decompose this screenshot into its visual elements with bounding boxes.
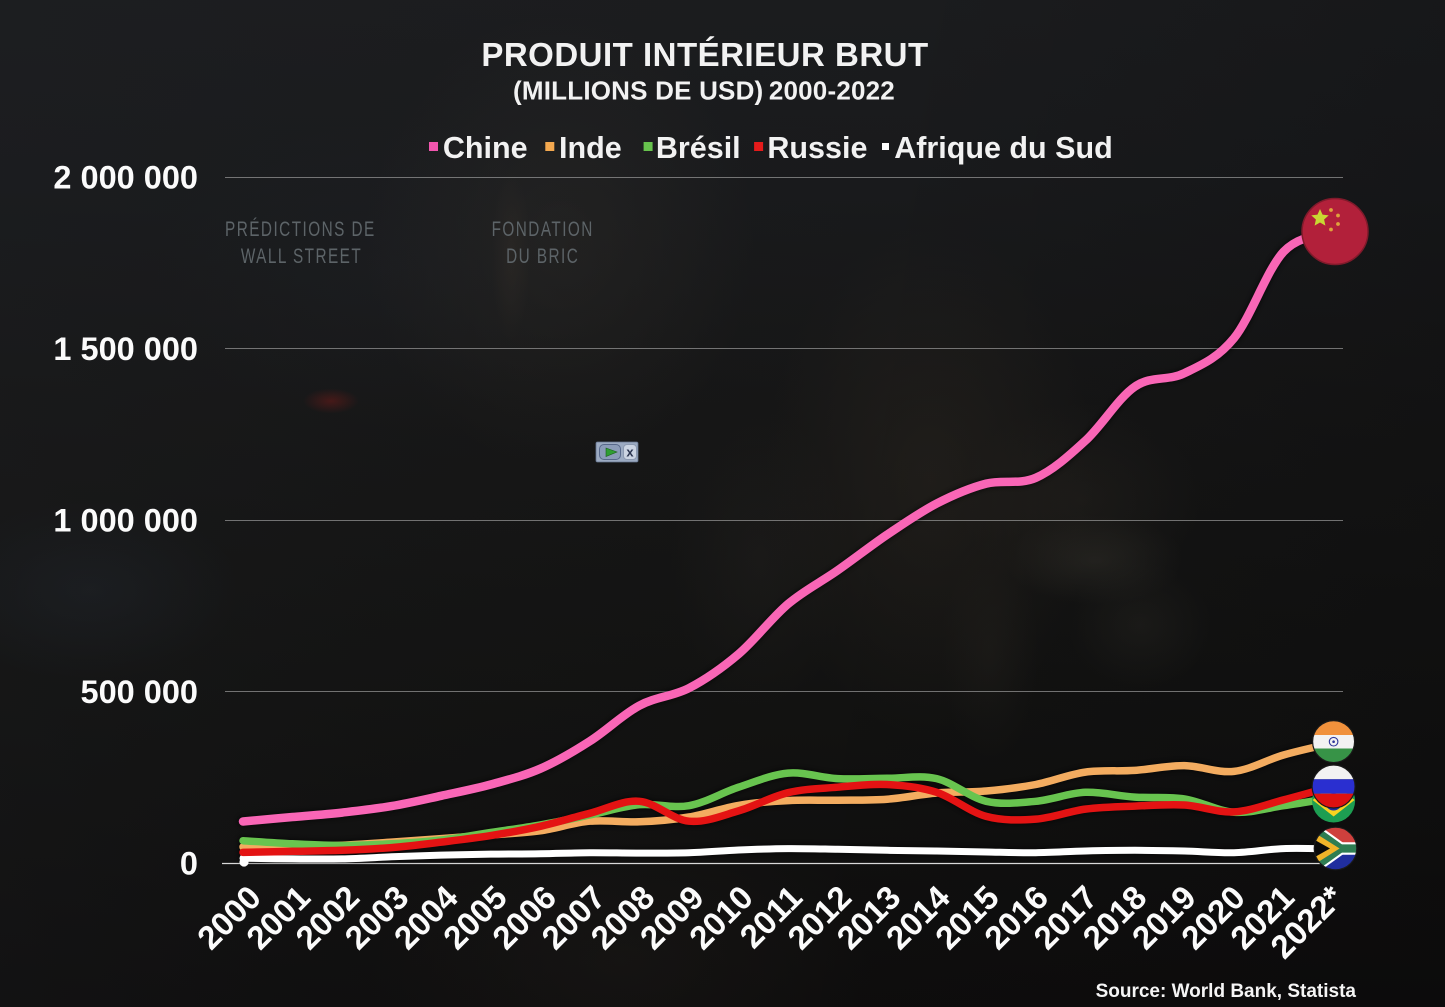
svg-text:1 500 000: 1 500 000: [53, 331, 198, 367]
svg-text:1 000 000: 1 000 000: [53, 503, 198, 539]
svg-text:Chine: Chine: [443, 131, 528, 165]
svg-text:PRÉDICTIONS DE: PRÉDICTIONS DE: [225, 217, 376, 241]
svg-text:Afrique du Sud: Afrique du Sud: [894, 131, 1113, 165]
svg-text:2 000 000: 2 000 000: [53, 160, 198, 196]
svg-text:Inde: Inde: [559, 131, 622, 165]
svg-text:500 000: 500 000: [81, 674, 198, 710]
svg-text:FONDATION: FONDATION: [492, 217, 594, 241]
svg-text:Russie: Russie: [767, 131, 867, 165]
svg-text:DU BRIC: DU BRIC: [506, 244, 579, 268]
svg-text:WALL STREET: WALL STREET: [241, 244, 362, 268]
svg-text:Brésil: Brésil: [656, 131, 741, 165]
svg-text:(MILLIONS DE USD) 2000-2022: (MILLIONS DE USD) 2000-2022: [513, 76, 895, 106]
svg-text:x: x: [626, 445, 634, 460]
svg-text:0: 0: [180, 846, 198, 882]
svg-text:Source: World Bank, Statista: Source: World Bank, Statista: [1096, 981, 1357, 1002]
svg-text:PRODUIT INTÉRIEUR BRUT: PRODUIT INTÉRIEUR BRUT: [481, 36, 928, 73]
